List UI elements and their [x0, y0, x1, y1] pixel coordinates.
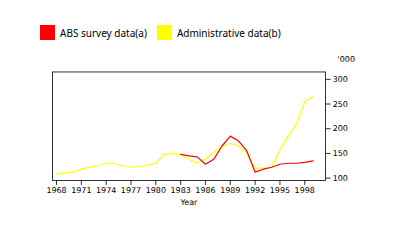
svg-text:150: 150 [333, 149, 348, 158]
html-text:Administrative data(b): Administrative data(b) [176, 25, 281, 40]
svg-text:1968: 1968 [46, 186, 66, 195]
html-text:ABS survey data(a): ABS survey data(a) [60, 25, 147, 40]
svg-text:1998: 1998 [295, 186, 315, 195]
svg-text:'000: '000 [338, 55, 355, 64]
svg-text:Year: Year [179, 198, 198, 207]
svg-text:1977: 1977 [121, 186, 141, 195]
svg-text:1989: 1989 [220, 186, 240, 195]
svg-text:300: 300 [333, 75, 348, 84]
svg-text:200: 200 [333, 124, 348, 133]
svg-text:250: 250 [333, 100, 348, 109]
svg-text:1986: 1986 [195, 186, 215, 195]
svg-text:1971: 1971 [71, 186, 91, 195]
svg-text:1995: 1995 [270, 186, 290, 195]
svg-text:1992: 1992 [245, 186, 265, 195]
svg-text:100: 100 [333, 174, 348, 183]
svg-text:1980: 1980 [146, 186, 166, 195]
svg-text:1974: 1974 [96, 186, 116, 195]
svg-text:1983: 1983 [171, 186, 191, 195]
